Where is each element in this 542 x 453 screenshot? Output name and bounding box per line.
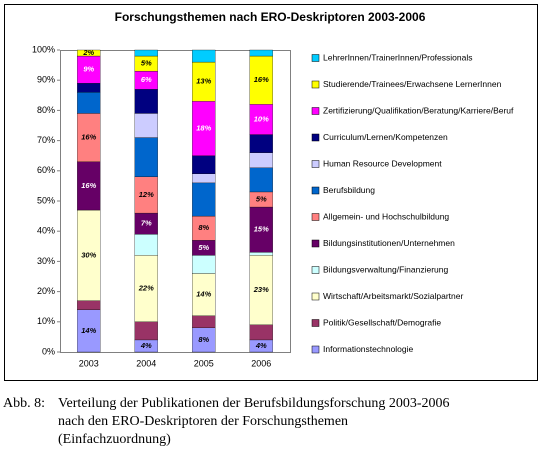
bar-segment — [249, 49, 273, 57]
value-label: 10% — [254, 114, 269, 123]
bar-segment — [249, 252, 273, 256]
legend-label: LehrerInnen/TrainerInnen/Professionals — [323, 52, 472, 62]
bar-segment — [134, 113, 158, 138]
value-label: 8% — [198, 335, 209, 344]
value-label: 15% — [254, 225, 269, 234]
caption-label: Abb. 8: — [3, 396, 45, 411]
value-label: 18% — [196, 124, 211, 133]
value-label: 14% — [81, 326, 96, 335]
x-tick-label: 2005 — [194, 358, 214, 368]
bar-segment — [249, 324, 273, 341]
bar-segment — [192, 155, 216, 174]
value-label: 5% — [198, 243, 209, 252]
value-label: 14% — [196, 290, 211, 299]
bar-segment — [134, 234, 158, 256]
value-label: 2% — [82, 48, 94, 57]
legend-swatch — [311, 239, 320, 248]
value-label: 4% — [255, 341, 267, 350]
bar-segment — [134, 49, 158, 57]
caption-line: Verteilung der Publikationen der Berufsb… — [58, 396, 450, 411]
bar-segment — [134, 137, 158, 177]
value-label: 23% — [253, 285, 269, 294]
value-label: 16% — [81, 133, 96, 142]
legend-label: Zertifizierung/Qualifikation/Beratung/Ka… — [323, 105, 514, 115]
bar-segment — [77, 300, 101, 310]
chart: Forschungsthemen nach ERO-Deskriptoren 2… — [4, 4, 538, 381]
x-tick-label: 2006 — [251, 358, 271, 368]
legend-swatch — [311, 80, 320, 89]
caption-line: (Einfachzuordnung) — [58, 432, 171, 447]
bar-segment — [249, 134, 273, 153]
legend-swatch — [311, 319, 320, 327]
legend-label: Bildungsinstitutionen/Unternehmen — [323, 238, 455, 248]
value-label: 6% — [141, 75, 152, 84]
value-label: 30% — [81, 250, 96, 259]
y-tick-label: 90% — [37, 75, 55, 85]
bar-segment — [192, 315, 216, 328]
value-label: 9% — [83, 65, 94, 74]
bar-segment — [249, 152, 273, 168]
legend-label: Politik/Gesellschaft/Demografie — [323, 317, 441, 327]
legend-swatch — [311, 54, 320, 62]
chart-title: Forschungsthemen nach ERO-Deskriptoren 2… — [115, 10, 426, 24]
y-tick-label: 30% — [37, 256, 55, 266]
legend-label: Allgemein- und Hochschulbildung — [323, 211, 449, 221]
value-label: 13% — [196, 77, 211, 86]
legend-swatch — [311, 186, 320, 195]
value-label: 12% — [139, 190, 154, 199]
legend-label: Studierende/Trainees/Erwachsene LernerIn… — [323, 79, 502, 89]
bar-segment — [192, 173, 216, 184]
value-label: 22% — [138, 284, 154, 293]
x-tick-label: 2003 — [79, 358, 99, 368]
x-tick-label: 2004 — [136, 358, 156, 368]
value-label: 16% — [254, 75, 269, 84]
legend-label: Berufsbildung — [323, 185, 375, 195]
bar-segment — [134, 89, 158, 114]
y-tick-label: 50% — [37, 195, 55, 205]
value-label: 4% — [140, 341, 152, 350]
bar-segment — [192, 255, 216, 274]
legend-label: Informationstechnologie — [323, 344, 414, 354]
bar-segment — [192, 182, 216, 217]
legend-label: Bildungsverwaltung/Finanzierung — [323, 264, 448, 274]
value-label: 8% — [198, 223, 209, 232]
legend-swatch — [311, 213, 320, 221]
legend-swatch — [311, 292, 320, 301]
y-tick-label: 100% — [32, 44, 55, 54]
y-tick-label: 40% — [37, 226, 55, 236]
bar-segment — [134, 321, 158, 341]
bar-segment — [249, 167, 273, 193]
bar-segment — [77, 92, 101, 114]
y-tick-label: 20% — [37, 286, 55, 296]
legend-label: Human Resource Development — [323, 158, 442, 168]
legend-swatch — [311, 133, 320, 142]
bar-segment — [192, 49, 216, 63]
value-label: 16% — [81, 181, 96, 190]
value-label: 5% — [141, 59, 152, 68]
legend-label: Curriculum/Lernen/Kompetenzen — [323, 132, 448, 142]
value-label: 5% — [256, 194, 267, 203]
legend-swatch — [311, 160, 320, 168]
y-tick-label: 70% — [37, 135, 55, 145]
bar-segment — [77, 83, 101, 93]
legend-swatch — [311, 107, 320, 115]
y-tick-label: 80% — [37, 105, 55, 115]
legend-swatch — [311, 345, 320, 354]
legend-swatch — [311, 266, 320, 274]
legend-label: Wirtschaft/Arbeitsmarkt/Sozialpartner — [323, 291, 463, 301]
caption-line: nach den ERO-Deskriptoren der Forschungs… — [58, 414, 349, 429]
value-label: 7% — [141, 219, 152, 228]
y-tick-label: 10% — [37, 316, 55, 326]
y-tick-label: 60% — [37, 165, 55, 175]
y-tick-label: 0% — [42, 346, 55, 356]
bar-segment — [77, 49, 101, 57]
